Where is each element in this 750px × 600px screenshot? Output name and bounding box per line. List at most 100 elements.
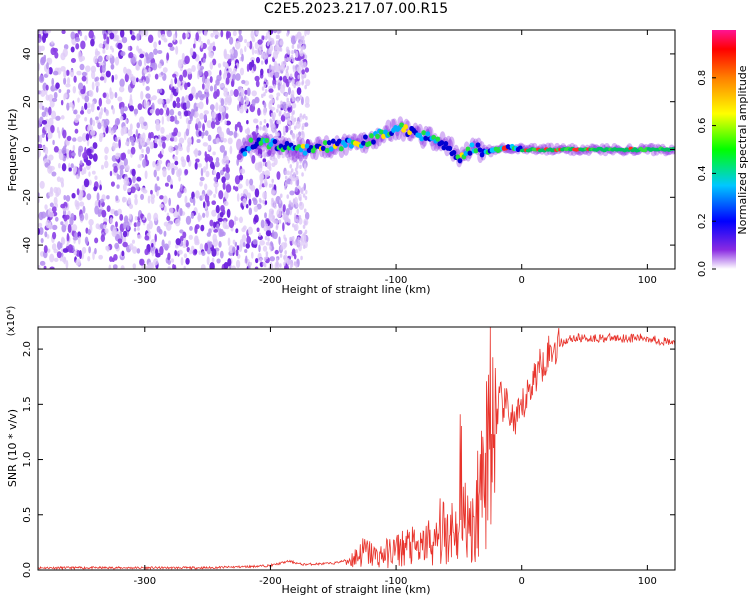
- spectrogram-cell: [145, 75, 150, 84]
- spectrogram-cell: [106, 36, 110, 45]
- spectrogram-cell: [132, 263, 137, 269]
- spectrogram-cell: [303, 182, 307, 191]
- spectrogram-cell: [469, 142, 475, 148]
- spectrogram-cell: [155, 108, 161, 116]
- spectrogram-cell: [87, 255, 91, 262]
- y-tick-label: 0.5: [22, 507, 33, 523]
- spectrogram-cell: [77, 82, 84, 91]
- spectrogram-cell: [156, 176, 160, 181]
- spectrogram-cell: [82, 151, 88, 160]
- spectrogram-cell: [271, 125, 274, 131]
- spectrogram-cell: [49, 100, 55, 108]
- spectrogram-cell: [267, 149, 272, 156]
- spectrogram-cell: [69, 216, 74, 226]
- spectrogram-cell: [159, 195, 164, 200]
- spectrogram-cell: [70, 46, 75, 53]
- spectrogram-cell: [185, 100, 191, 109]
- spectrogram-cell: [194, 225, 198, 234]
- spectrogram-cell: [154, 137, 158, 144]
- spectrogram-cell: [275, 220, 279, 225]
- spectrogram-cell: [151, 242, 154, 248]
- spectrogram-cell: [164, 104, 168, 111]
- spectrogram-cell: [184, 82, 188, 90]
- spectrogram-cell: [73, 75, 77, 83]
- spectrogram-cell: [47, 132, 53, 140]
- spectrogram-cell: [304, 84, 307, 90]
- spectrogram-cell: [198, 250, 202, 256]
- spectrogram-cell: [90, 38, 95, 47]
- spectrogram-cell: [202, 57, 206, 63]
- spectrogram-cell: [213, 83, 217, 93]
- spectrogram-cell: [101, 209, 107, 218]
- spectrogram-cell: [304, 122, 309, 127]
- spectrogram-cell: [207, 134, 212, 142]
- spectrogram-cell: [236, 104, 240, 112]
- spectrogram-cell: [249, 40, 253, 50]
- spectrogram-cell: [183, 253, 188, 259]
- spectrogram-cell: [60, 236, 65, 245]
- spectrogram-cell: [283, 131, 286, 136]
- spectrogram-cell: [206, 247, 212, 255]
- spectrogram-cell: [128, 213, 132, 220]
- spectrogram-cell: [130, 34, 136, 41]
- spectrogram-cell: [95, 81, 100, 88]
- spectrogram-cell: [272, 117, 276, 122]
- spectrogram-cell: [419, 136, 425, 142]
- spectrogram-cell: [290, 236, 293, 242]
- spectrogram-cell: [38, 30, 41, 34]
- spectrogram-cell: [299, 41, 303, 46]
- spectrogram-cell: [473, 148, 479, 154]
- spectrogram-cell: [273, 219, 277, 224]
- spectrogram-cell: [83, 178, 90, 188]
- spectrogram-cell: [286, 57, 290, 62]
- spectrogram-cell: [226, 127, 231, 135]
- spectrogram-cell: [294, 218, 297, 223]
- spectrogram-cell: [153, 258, 159, 266]
- spectrogram-cell: [144, 235, 150, 241]
- spectrogram-cell: [38, 196, 41, 204]
- spectrogram-cell: [324, 147, 330, 153]
- spectrogram-cell: [175, 238, 181, 246]
- spectrogram-cell: [229, 48, 235, 55]
- spectrogram-cell: [257, 107, 261, 116]
- spectrogram-cell: [215, 204, 220, 214]
- spectrogram-cell: [269, 256, 276, 262]
- spectrogram-cell: [215, 102, 219, 112]
- spectrogram-cell: [52, 70, 59, 76]
- spectrogram-cell: [133, 108, 139, 115]
- spectrogram-cell: [304, 220, 307, 226]
- spectrogram-cell: [74, 36, 80, 43]
- spectrogram-cell: [274, 200, 277, 205]
- spectrogram-cell: [279, 193, 283, 198]
- spectrogram-cell: [48, 212, 55, 218]
- spectrogram-cell: [305, 79, 311, 87]
- spectrogram-cell: [151, 250, 155, 257]
- spectrogram-cell: [277, 104, 280, 109]
- spectrogram-cell: [205, 209, 209, 218]
- spectrogram-cell: [185, 215, 192, 225]
- spectrogram-cell: [338, 146, 344, 152]
- colorbar: [712, 30, 736, 269]
- spectrogram-cell: [39, 180, 45, 189]
- spectrogram-cell: [290, 202, 294, 207]
- spectrogram-cell: [141, 148, 144, 154]
- spectrogram-cell: [271, 229, 275, 239]
- spectrogram-cell: [209, 76, 213, 84]
- spectrogram-cell: [260, 60, 264, 65]
- spectrogram-cell: [168, 132, 172, 139]
- spectrogram-cell: [213, 221, 216, 229]
- spectrogram-cell: [178, 176, 181, 182]
- spectrogram-cell: [303, 208, 307, 213]
- spectrogram-cell: [103, 121, 108, 129]
- spectrogram-cell: [205, 91, 210, 99]
- spectrogram-cell: [296, 87, 302, 96]
- spectrogram-cell: [443, 141, 449, 147]
- spectrogram-cell: [84, 35, 88, 41]
- spectrogram-cell: [174, 250, 178, 257]
- spectrogram-cell: [300, 143, 306, 149]
- spectrogram-cell: [163, 195, 168, 205]
- spectrogram-cell: [235, 249, 239, 257]
- spectrogram-cell: [179, 229, 184, 234]
- spectrogram-cell: [149, 131, 154, 139]
- spectrogram-cell: [177, 191, 182, 199]
